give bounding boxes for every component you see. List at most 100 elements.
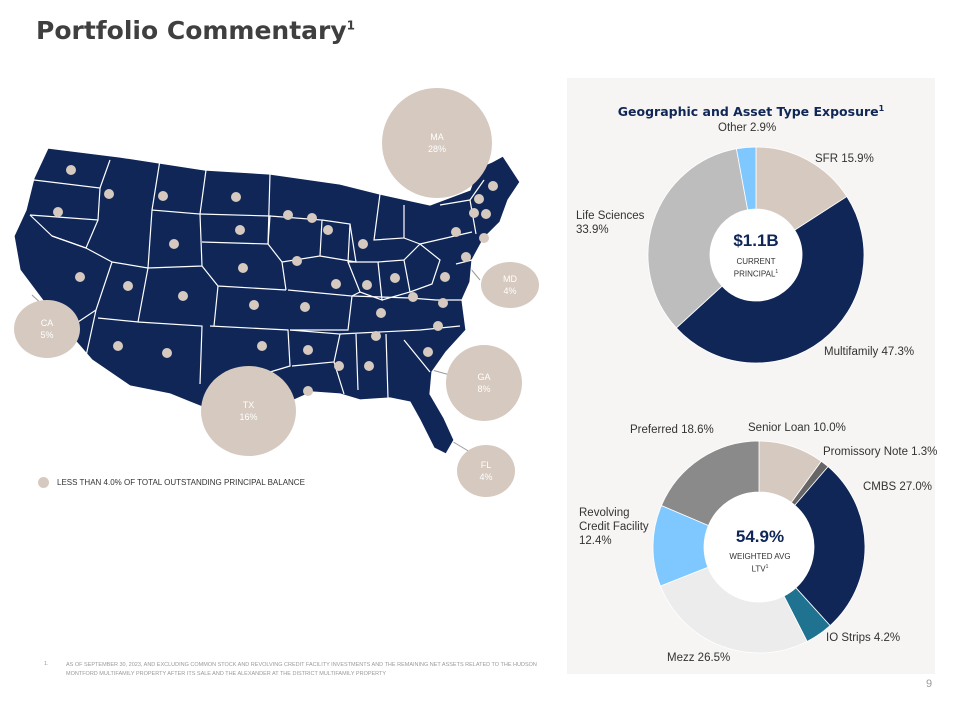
map-bubble-tx: TX 16%	[201, 366, 296, 456]
state-marker	[113, 341, 123, 351]
state-marker	[433, 321, 443, 331]
state-marker	[408, 292, 418, 302]
slice-label-senior-loan: Senior Loan 10.0%	[748, 422, 846, 434]
legend-dot-icon	[38, 477, 49, 488]
bubble-value: 5%	[40, 330, 54, 340]
map-bubble-ga: GA 8%	[446, 345, 522, 421]
bubble-state-label: TX	[242, 400, 255, 410]
state-marker	[66, 165, 76, 175]
map-bubble-ma: MA 28%	[382, 88, 492, 198]
state-marker	[376, 308, 386, 318]
center-footnote-ref: 1	[775, 269, 779, 275]
donut2-center-label: WEIGHTED AVG LTV1	[718, 551, 802, 575]
page-title: Portfolio Commentary1	[36, 16, 355, 45]
state-marker	[440, 272, 450, 282]
state-marker	[257, 341, 267, 351]
state-marker	[481, 209, 491, 219]
state-marker	[469, 208, 479, 218]
state-marker	[438, 298, 448, 308]
slice-label-other: Other 2.9%	[718, 122, 777, 134]
state-marker	[479, 233, 489, 243]
center-footnote-ref: 1	[765, 564, 769, 570]
state-marker	[303, 345, 313, 355]
state-marker	[358, 239, 368, 249]
map-legend: LESS THAN 4.0% OF TOTAL OUTSTANDING PRIN…	[38, 477, 305, 488]
slice-label-line: 12.4%	[579, 535, 612, 547]
slice-label-sfr: SFR 15.9%	[815, 153, 874, 165]
bubble-value: 28%	[427, 144, 446, 154]
page-title-text: Portfolio Commentary	[36, 16, 347, 45]
state-marker	[249, 300, 259, 310]
state-markers	[53, 165, 498, 396]
state-marker	[423, 347, 433, 357]
state-marker	[371, 331, 381, 341]
slice-label-io-strips: IO Strips 4.2%	[826, 632, 901, 644]
slice-label-promissory-note: Promissory Note 1.3%	[823, 446, 938, 458]
slice-label-preferred: Preferred 18.6%	[630, 424, 714, 436]
bubble-state-label: MD	[503, 274, 517, 284]
slice-label-line: Credit Facility	[579, 521, 649, 533]
donut-chart-investment-type	[652, 440, 866, 654]
state-marker	[334, 361, 344, 371]
slice-label-mezz: Mezz 26.5%	[667, 652, 731, 664]
bubble-state-label: CA	[40, 318, 54, 328]
state-marker	[364, 361, 374, 371]
donut1-center-label: CURRENT PRINCIPAL1	[714, 256, 798, 280]
donut1-center-value: $1.1B	[733, 231, 779, 250]
title-footnote-ref: 1	[346, 18, 356, 33]
state-marker	[300, 302, 310, 312]
map-bubble-md: MD 4%	[481, 262, 539, 308]
footnote-number: 1.	[44, 661, 49, 667]
state-marker	[231, 192, 241, 202]
bubble-state-label: GA	[477, 372, 491, 382]
state-marker	[451, 227, 461, 237]
slice-label-revolving-credit: Revolving Credit Facility 12.4%	[579, 506, 649, 548]
state-marker	[238, 263, 248, 273]
state-marker	[461, 252, 471, 262]
slice-label-line: Life Sciences	[576, 210, 645, 222]
slice-label-cmbs: CMBS 27.0%	[863, 481, 933, 493]
donut-center-hole	[710, 209, 802, 301]
bubble-state-label: FL	[480, 460, 492, 470]
center-label-line: PRINCIPAL1	[733, 269, 779, 279]
state-marker	[158, 191, 168, 201]
donut2-center-value: 54.9%	[735, 527, 785, 546]
map-bubble-ca: CA 5%	[14, 300, 80, 358]
state-marker	[75, 272, 85, 282]
state-marker	[123, 281, 133, 291]
state-marker	[292, 256, 302, 266]
center-label-line: LTV1	[751, 564, 769, 574]
panel-title-footnote-ref: 1	[878, 104, 885, 113]
state-marker	[488, 181, 498, 191]
bubble-state-label: MA	[430, 132, 444, 142]
state-marker	[169, 239, 179, 249]
map-bubble-fl: FL 4%	[457, 445, 515, 497]
state-marker	[104, 189, 114, 199]
center-label-line: WEIGHTED AVG	[729, 552, 791, 561]
donut-center-hole	[704, 492, 814, 602]
state-marker	[53, 207, 63, 217]
legend-label: LESS THAN 4.0% OF TOTAL OUTSTANDING PRIN…	[57, 478, 305, 487]
center-label-line: CURRENT	[736, 257, 776, 266]
state-marker	[474, 194, 484, 204]
slice-label-line: 33.9%	[576, 224, 609, 236]
bubble-value: 4%	[503, 286, 517, 296]
page-number: 9	[926, 678, 933, 690]
slice-label-multifamily: Multifamily 47.3%	[824, 346, 915, 358]
slice-label-life-sciences: Life Sciences 33.9%	[576, 209, 644, 237]
state-marker	[178, 291, 188, 301]
state-marker	[162, 348, 172, 358]
state-marker	[323, 225, 333, 235]
donut-chart-asset-type	[647, 146, 865, 364]
state-marker	[283, 210, 293, 220]
bubble-value: 16%	[239, 412, 258, 422]
state-marker	[303, 386, 313, 396]
state-marker	[331, 279, 341, 289]
footnote-text: AS OF SEPTEMBER 30, 2023, AND EXCLUDING …	[66, 662, 537, 677]
state-marker	[390, 273, 400, 283]
panel-title: Geographic and Asset Type Exposure1	[567, 104, 935, 119]
state-marker	[307, 213, 317, 223]
bubble-value: 8%	[477, 384, 491, 394]
state-borders	[29, 159, 485, 399]
